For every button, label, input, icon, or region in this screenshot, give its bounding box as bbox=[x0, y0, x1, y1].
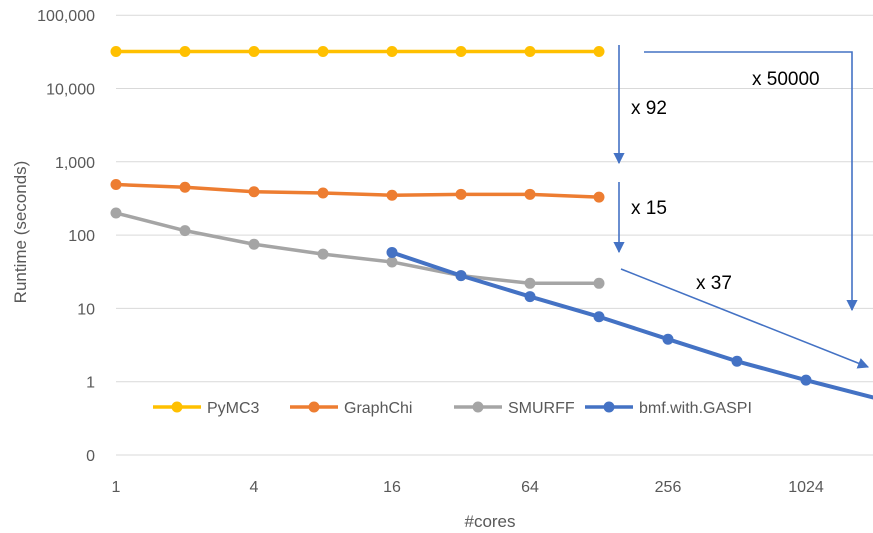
x-tick-label: 1024 bbox=[788, 479, 824, 496]
data-point bbox=[248, 238, 260, 250]
data-point bbox=[524, 188, 536, 200]
data-point bbox=[386, 246, 398, 258]
x-tick-label: 4 bbox=[250, 479, 259, 496]
data-point bbox=[455, 188, 467, 200]
speedup-label: x 92 bbox=[631, 98, 667, 119]
legend-swatch-marker bbox=[472, 401, 484, 413]
data-point bbox=[317, 187, 329, 199]
x-tick-label: 256 bbox=[655, 479, 682, 496]
gridlines bbox=[116, 14, 873, 456]
legend-item: GraphChi bbox=[290, 400, 412, 417]
y-axis-title: Runtime (seconds) bbox=[11, 161, 30, 304]
data-point bbox=[524, 45, 536, 57]
series-line bbox=[114, 182, 601, 199]
data-point bbox=[110, 179, 122, 191]
series-line bbox=[114, 211, 601, 286]
y-tick-label: 10,000 bbox=[46, 82, 95, 99]
speedup-arrow bbox=[644, 51, 858, 312]
legend-label: PyMC3 bbox=[207, 400, 260, 417]
data-point bbox=[386, 189, 398, 201]
legend-item: PyMC3 bbox=[153, 400, 260, 417]
data-point bbox=[524, 277, 536, 289]
data-point bbox=[593, 277, 605, 289]
legend-label: SMURFF bbox=[508, 400, 575, 417]
y-tick-label: 100,000 bbox=[37, 8, 95, 25]
legend-swatch-marker bbox=[603, 401, 615, 413]
data-point bbox=[455, 45, 467, 57]
data-point bbox=[800, 374, 812, 386]
data-point bbox=[248, 186, 260, 198]
legend-label: bmf.with.GASPI bbox=[639, 400, 752, 417]
legend-swatch-marker bbox=[171, 401, 183, 413]
data-point bbox=[593, 191, 605, 203]
y-tick-label: 1,000 bbox=[55, 155, 95, 172]
y-tick-label: 0 bbox=[86, 448, 95, 465]
data-point bbox=[455, 270, 467, 282]
x-tick-label: 16 bbox=[383, 479, 401, 496]
legend: PyMC3 GraphChi SMURFF bmf.with.GASPI bbox=[153, 400, 752, 417]
data-point bbox=[179, 45, 191, 57]
series-pymc3 bbox=[110, 45, 605, 57]
data-point bbox=[110, 45, 122, 57]
y-tick-label: 100 bbox=[68, 228, 95, 245]
x-tick-label: 64 bbox=[521, 479, 539, 496]
y-tick-label: 10 bbox=[77, 301, 95, 318]
data-point bbox=[317, 248, 329, 260]
speedup-arrow bbox=[620, 268, 870, 369]
data-point bbox=[731, 355, 743, 367]
y-tick-label: 1 bbox=[86, 375, 95, 392]
series-lines bbox=[110, 45, 873, 400]
x-axis-title: #cores bbox=[464, 512, 515, 531]
data-point bbox=[179, 181, 191, 193]
data-point bbox=[248, 45, 260, 57]
speedup-annotations: x 92 x 15 x 37 x 50000 bbox=[613, 45, 870, 369]
speedup-label: x 37 bbox=[696, 273, 732, 294]
x-axis-ticks: 1 4 16 64 256 1024 bbox=[112, 479, 824, 496]
legend-item: bmf.with.GASPI bbox=[585, 400, 752, 417]
data-point bbox=[662, 333, 674, 345]
data-point bbox=[593, 45, 605, 57]
y-axis-ticks: 0 1 10 100 1,000 10,000 100,000 bbox=[37, 8, 95, 465]
x-tick-label: 1 bbox=[112, 479, 121, 496]
data-point bbox=[179, 225, 191, 237]
data-point bbox=[110, 207, 122, 219]
data-point bbox=[593, 311, 605, 323]
series-smurff bbox=[110, 207, 605, 289]
legend-item: SMURFF bbox=[454, 400, 575, 417]
series-graphchi bbox=[110, 179, 605, 203]
legend-label: GraphChi bbox=[344, 400, 412, 417]
series-bmf-with-gaspi bbox=[386, 246, 873, 400]
data-point bbox=[386, 256, 398, 268]
data-point bbox=[317, 45, 329, 57]
speedup-label: x 50000 bbox=[752, 69, 820, 90]
legend-swatch-marker bbox=[308, 401, 320, 413]
series-line bbox=[390, 250, 873, 400]
data-point bbox=[524, 291, 536, 303]
data-point bbox=[386, 45, 398, 57]
speedup-label: x 15 bbox=[631, 198, 667, 219]
